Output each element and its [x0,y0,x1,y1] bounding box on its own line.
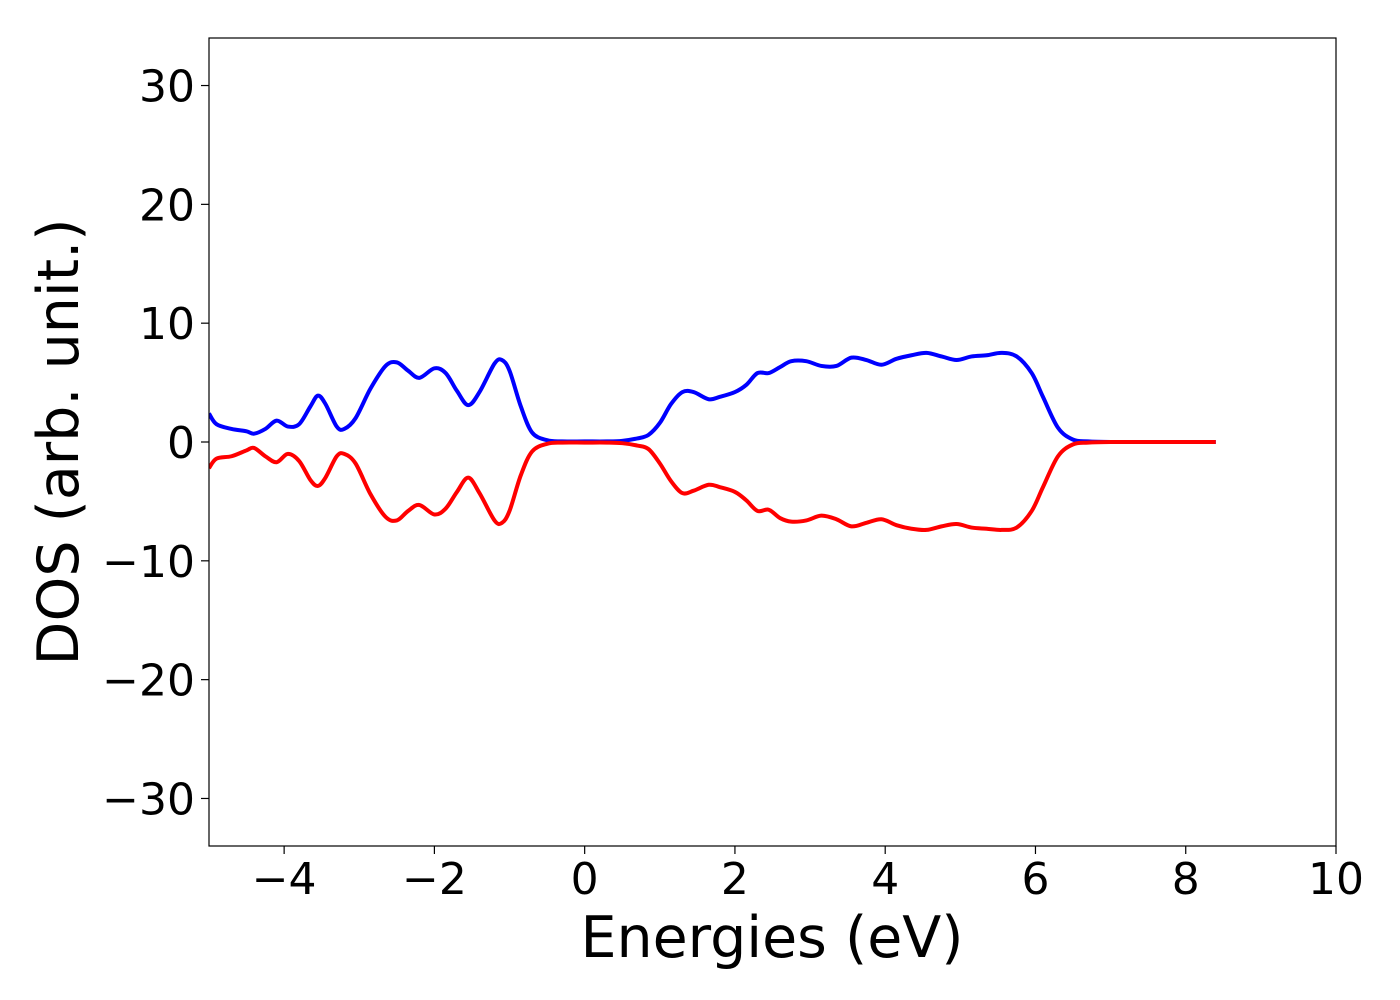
x-tick-label: 2 [721,854,749,905]
x-tick-label: 6 [1021,854,1049,905]
y-tick-label: −30 [102,774,195,825]
x-tick-label: 0 [571,854,599,905]
x-axis-label: Energies (eV) [580,905,963,971]
y-tick-label: 20 [139,180,195,231]
y-tick-label: 10 [139,299,195,350]
x-tick-label: 8 [1172,854,1200,905]
y-axis-ticks: 30 20 10 0 −10 −20 −30 [102,62,209,825]
y-tick-label: −10 [102,537,195,588]
dos-series-line-1 [209,350,1216,445]
x-axis-ticks: −4 −2 0 2 4 6 8 10 [252,846,1364,905]
x-tick-label: 4 [871,854,899,905]
y-axis-label: DOS (arb. unit.) [26,219,92,666]
y-tick-label: −20 [102,656,195,707]
y-tick-label: 0 [167,418,195,469]
dos-series-line-2 [209,439,1216,533]
y-tick-label: 30 [139,62,195,113]
series-layer [209,350,1216,533]
x-tick-label: −2 [402,854,467,905]
x-tick-label: −4 [252,854,317,905]
x-tick-label: 10 [1308,854,1364,905]
